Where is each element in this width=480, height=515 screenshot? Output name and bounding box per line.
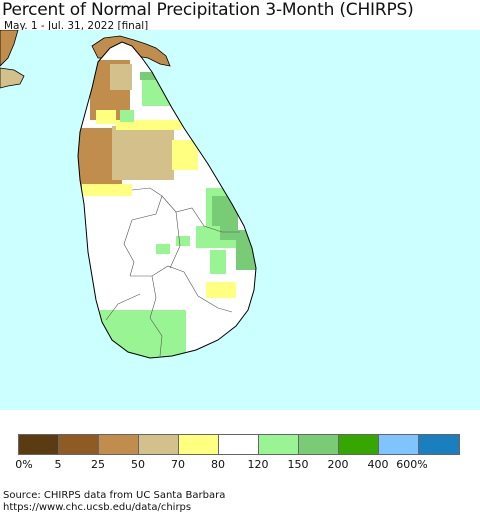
legend-swatch-4 xyxy=(179,435,219,454)
legend-swatch-0 xyxy=(19,435,59,454)
india-coast xyxy=(0,30,19,67)
legend-swatch-7 xyxy=(299,435,339,454)
anomaly-patches xyxy=(78,60,256,358)
legend-swatch-9 xyxy=(379,435,419,454)
legend-tick-label: 80 xyxy=(211,458,225,471)
precipitation-map xyxy=(0,30,480,410)
india-coast-lower xyxy=(0,67,25,89)
legend-tick-label: 50 xyxy=(131,458,145,471)
legend-swatch-1 xyxy=(59,435,99,454)
legend-tick-label: 600% xyxy=(396,458,428,471)
legend-tick-label: 400 xyxy=(367,458,389,471)
legend-swatch-6 xyxy=(259,435,299,454)
legend-swatch-8 xyxy=(339,435,379,454)
legend-tick-label: 120 xyxy=(247,458,269,471)
province-borders xyxy=(105,187,240,357)
legend-tick-label: 150 xyxy=(287,458,309,471)
source-url: https://www.chc.ucsb.edu/data/chirps xyxy=(3,502,192,513)
legend-swatch-5 xyxy=(219,435,259,454)
map-subtitle: May. 1 - Jul. 31, 2022 [final] xyxy=(4,20,149,32)
legend-swatch-3 xyxy=(139,435,179,454)
legend-swatch-2 xyxy=(99,435,139,454)
legend-tick-label: 70 xyxy=(171,458,185,471)
legend-tick-label: 0% xyxy=(15,458,33,471)
legend-swatch-10 xyxy=(419,435,459,454)
legend-tick-label: 25 xyxy=(91,458,105,471)
coastline xyxy=(77,41,257,359)
legend-tick-label: 5 xyxy=(54,458,62,471)
source-credit: Source: CHIRPS data from UC Santa Barbar… xyxy=(3,490,226,501)
legend-color-bar xyxy=(18,434,460,455)
map-title: Percent of Normal Precipitation 3-Month … xyxy=(2,0,414,20)
legend-tick-label: 200 xyxy=(327,458,349,471)
